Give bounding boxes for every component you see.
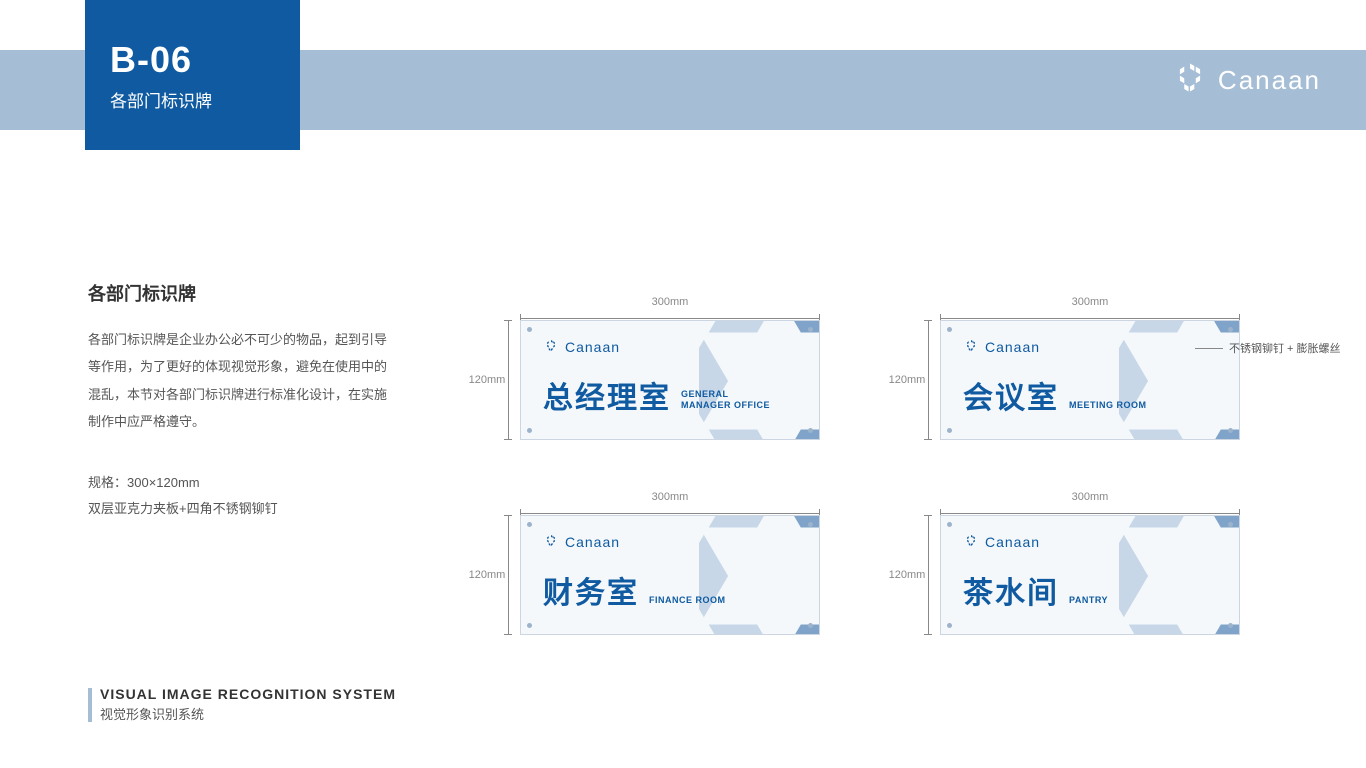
hex-logo-icon [543,339,559,355]
plate-logo-text: Canaan [985,534,1040,550]
sign-grid: 300mm 120mm Canaan 总经理室 GENERALMANAGER O… [470,300,1240,635]
dimension-height-label: 120mm [469,569,506,581]
footer: VISUAL IMAGE RECOGNITION SYSTEM 视觉形象识别系统 [88,686,396,723]
plate-title-cn: 茶水间 [963,568,1059,612]
plate-logo-text: Canaan [565,339,620,355]
plate-logo: Canaan [543,339,620,355]
hex-logo-icon [963,534,979,550]
plate-logo: Canaan [963,339,1040,355]
description-title: 各部门标识牌 [88,280,388,306]
sign-plate: Canaan 总经理室 GENERALMANAGER OFFICE [520,320,820,440]
plate-title-cn: 财务室 [543,568,639,612]
sign-plate: Canaan 茶水间 PANTRY [940,515,1240,635]
plate-logo: Canaan [543,534,620,550]
dimension-width: 300mm [940,495,1240,515]
rivet-icon [1228,327,1233,332]
description-body: 各部门标识牌是企业办公必不可少的物品，起到引导等作用，为了更好的体现视觉形象，避… [88,326,388,435]
page-code: B-06 [110,39,300,81]
rivet-icon [527,522,532,527]
brand-logo-text: Canaan [1218,65,1321,96]
plate-logo: Canaan [963,534,1040,550]
description-spec: 规格：300×120mm 双层亚克力夹板+四角不锈钢铆钉 [88,470,388,522]
rivet-icon [947,522,952,527]
plate-title-en: MEETING ROOM [1069,400,1147,417]
plate-logo-text: Canaan [985,339,1040,355]
rivet-icon [527,623,532,628]
plate-title-en: FINANCE ROOM [649,595,726,612]
rivet-icon [808,327,813,332]
rivet-icon [947,623,952,628]
page-subtitle: 各部门标识牌 [110,87,300,112]
plate-main: 会议室 MEETING ROOM [963,373,1147,417]
sign-unit: 300mm 120mm Canaan 茶水间 PANTRY [890,495,1240,635]
rivet-icon [808,522,813,527]
dimension-height: 120mm [470,320,520,440]
hex-logo-icon [1172,62,1208,98]
rivet-icon [527,428,532,433]
plate-main: 总经理室 GENERALMANAGER OFFICE [543,373,770,417]
brand-logo: Canaan [1172,62,1321,98]
hex-bg-icon [1119,515,1240,635]
footer-accent-bar [88,688,92,722]
sign-unit: 300mm 120mm Canaan 会议室 MEETING ROOM [890,300,1240,440]
plate-main: 财务室 FINANCE ROOM [543,568,726,612]
dimension-width: 300mm [520,300,820,320]
dimension-height: 120mm [890,320,940,440]
hex-logo-icon [543,534,559,550]
dimension-width-label: 300mm [652,296,689,308]
plate-title-cn: 总经理室 [543,373,671,417]
sign-plate: Canaan 会议室 MEETING ROOM [940,320,1240,440]
footer-title-cn: 视觉形象识别系统 [100,704,396,723]
rivet-icon [947,327,952,332]
plate-title-cn: 会议室 [963,373,1059,417]
dimension-width-label: 300mm [1072,296,1109,308]
dimension-height-label: 120mm [889,569,926,581]
dimension-height-label: 120mm [889,374,926,386]
footer-title-en: VISUAL IMAGE RECOGNITION SYSTEM [100,686,396,702]
rivet-icon [527,327,532,332]
rivet-icon [947,428,952,433]
dimension-height-label: 120mm [469,374,506,386]
dimension-height: 120mm [890,515,940,635]
dimension-width: 300mm [940,300,1240,320]
callout-text: 不锈钢铆钉 + 膨胀螺丝 [1229,340,1341,356]
sign-unit: 300mm 120mm Canaan 财务室 FINANCE ROOM [470,495,820,635]
rivet-callout: 不锈钢铆钉 + 膨胀螺丝 [1195,340,1341,356]
rivet-icon [808,623,813,628]
spec-line: 双层亚克力夹板+四角不锈钢铆钉 [88,496,388,522]
description-block: 各部门标识牌 各部门标识牌是企业办公必不可少的物品，起到引导等作用，为了更好的体… [88,280,388,522]
plate-logo-text: Canaan [565,534,620,550]
hex-logo-icon [963,339,979,355]
plate-main: 茶水间 PANTRY [963,568,1108,612]
rivet-icon [1228,522,1233,527]
plate-title-en: PANTRY [1069,595,1108,612]
rivet-icon [808,428,813,433]
dimension-width-label: 300mm [652,491,689,503]
plate-title-en: GENERALMANAGER OFFICE [681,389,770,417]
dimension-height: 120mm [470,515,520,635]
rivet-icon [1228,623,1233,628]
dimension-width: 300mm [520,495,820,515]
dimension-width-label: 300mm [1072,491,1109,503]
page-title-block: B-06 各部门标识牌 [85,0,300,150]
spec-line: 规格：300×120mm [88,470,388,496]
rivet-icon [1228,428,1233,433]
sign-unit: 300mm 120mm Canaan 总经理室 GENERALMANAGER O… [470,300,820,440]
sign-plate: Canaan 财务室 FINANCE ROOM [520,515,820,635]
